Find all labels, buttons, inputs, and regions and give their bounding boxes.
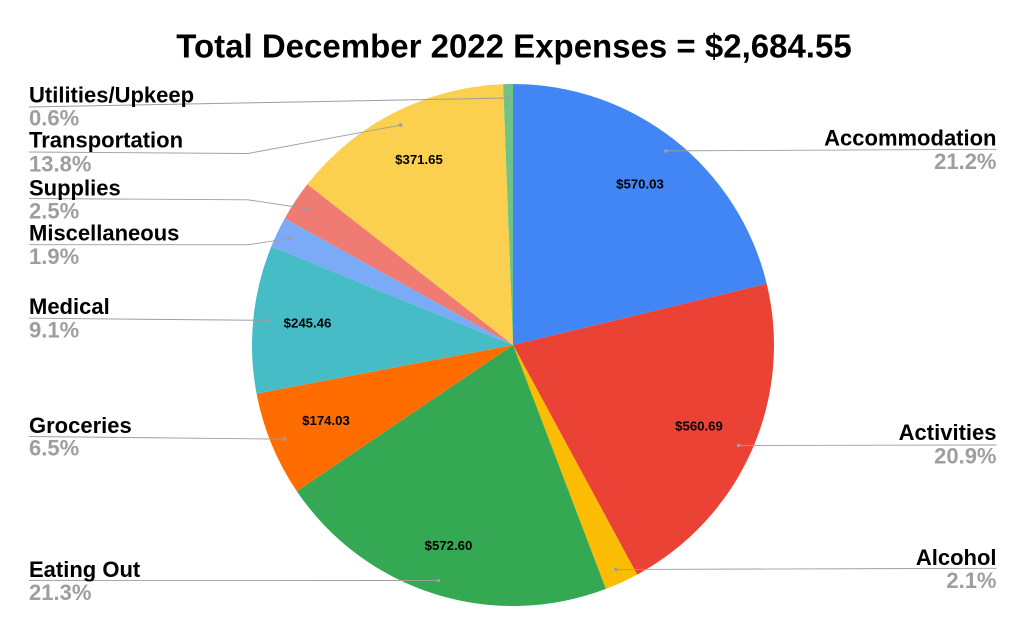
svg-text:Miscellaneous: Miscellaneous [29,220,179,245]
svg-text:Alcohol: Alcohol [916,545,997,570]
svg-text:Total December 2022 Expenses =: Total December 2022 Expenses = $2,684.55 [176,28,851,65]
svg-text:Eating Out: Eating Out [29,557,141,582]
svg-text:21.3%: 21.3% [29,580,91,605]
svg-text:$174.03: $174.03 [302,413,350,428]
svg-text:0.6%: 0.6% [29,106,79,131]
svg-text:21.2%: 21.2% [934,149,996,174]
svg-text:$570.03: $570.03 [616,176,664,191]
svg-text:Utilities/Upkeep: Utilities/Upkeep [29,83,194,108]
svg-text:9.1%: 9.1% [29,318,79,343]
svg-text:2.1%: 2.1% [946,568,996,593]
svg-text:2.5%: 2.5% [29,198,79,223]
svg-text:$371.65: $371.65 [395,152,443,167]
svg-text:20.9%: 20.9% [934,444,996,469]
svg-text:Medical: Medical [29,294,110,319]
svg-text:1.9%: 1.9% [29,244,79,269]
svg-text:Groceries: Groceries [29,413,132,438]
svg-text:$572.60: $572.60 [425,538,473,553]
svg-text:Accommodation: Accommodation [824,126,996,151]
svg-text:13.8%: 13.8% [29,151,91,176]
svg-text:Supplies: Supplies [29,175,121,200]
svg-text:Transportation: Transportation [29,127,183,152]
svg-text:$560.69: $560.69 [675,419,723,434]
svg-text:6.5%: 6.5% [29,436,79,461]
svg-text:$245.46: $245.46 [284,315,332,330]
svg-text:Activities: Activities [899,420,997,445]
